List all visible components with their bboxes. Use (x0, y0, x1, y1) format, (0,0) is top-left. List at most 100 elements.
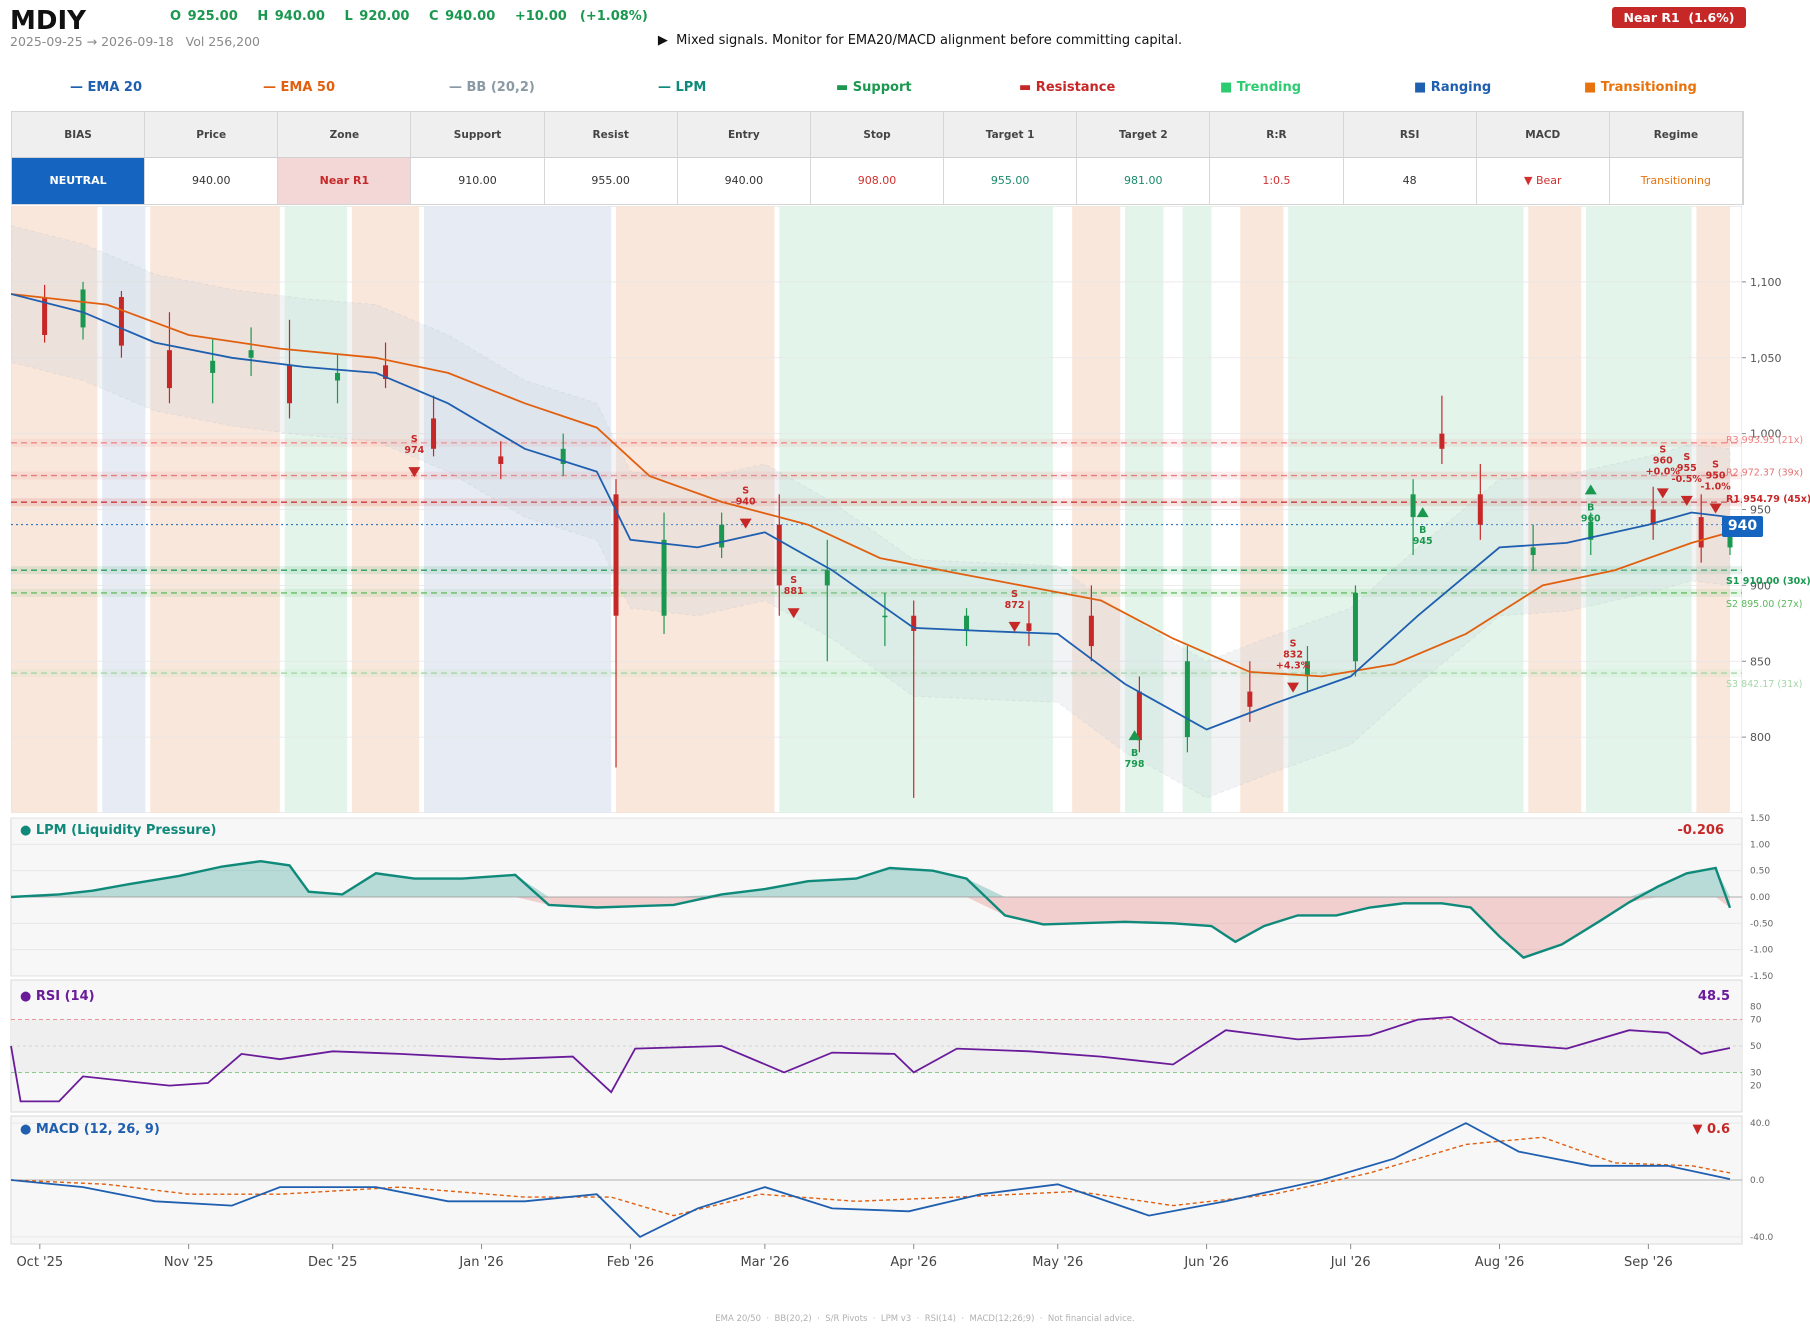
buy-signal-marker (1584, 484, 1597, 495)
rsi-tick-label: 50 (1750, 1042, 1762, 1052)
date-range: 2025-09-25 → 2026-09-18 Vol 256,200 (10, 34, 260, 49)
candle-body (1304, 661, 1310, 677)
lpm-positive-area (11, 861, 1730, 897)
lpm-tick-label: 1.00 (1750, 840, 1770, 850)
macd-title: ● MACD (12, 26, 9) (20, 1122, 160, 1137)
table-value-price: 940.00 (145, 158, 279, 204)
buy-signal-label: 960 (1581, 513, 1601, 524)
candle-body (1588, 521, 1594, 540)
table-header-resist: Resist (544, 112, 678, 158)
sell-signal-marker (1287, 682, 1300, 693)
buy-signal-label: B (1131, 748, 1138, 759)
macd-tick-label: 40.0 (1750, 1119, 1770, 1129)
candle-body (1439, 433, 1445, 449)
table-value-zone: Near R1 (278, 158, 412, 204)
candle-body (824, 570, 830, 586)
candle-body (248, 350, 254, 358)
date-tick-label: Mar '26 (740, 1255, 789, 1270)
candle-body (80, 289, 86, 328)
price-axis: 800 850 900 950 1,000 1,050 1,100 (1742, 276, 1782, 744)
candle-body (383, 365, 389, 379)
candle-body (118, 297, 124, 346)
candle-body (719, 524, 725, 548)
legend-ranging[interactable]: ■ Ranging (1414, 80, 1492, 95)
rsi-title: ● RSI (14) (20, 989, 95, 1004)
chart-legend: — EMA 20 — EMA 50 — BB (20,2) — LPM ▬ Su… (10, 80, 1742, 100)
lpm-negative-area (11, 897, 1730, 958)
ema20-line (11, 293, 1731, 731)
buy-signal-label: 945 (1413, 536, 1433, 547)
macd-tick-label: -40.0 (1750, 1233, 1774, 1243)
signal-message: ▶ Mixed signals. Monitor for EMA20/MACD … (657, 33, 1183, 48)
sell-signal-marker (408, 467, 421, 478)
chart-overlay: R3 993.95 (21x) R2 972.37 (39x) R1 954.79 … (1726, 435, 1810, 690)
candle-body (1247, 691, 1253, 707)
sell-signal-marker (1680, 495, 1693, 506)
legend-trending[interactable]: ■ Trending (1220, 80, 1302, 95)
date-tick-label: Aug '26 (1475, 1255, 1525, 1270)
price-tick-label: 1,000 (1750, 428, 1782, 441)
sell-signal-label: S (1712, 460, 1719, 471)
candle-body (1410, 494, 1416, 518)
sell-signal-label: 832 (1283, 650, 1303, 661)
candle-body (1026, 623, 1032, 631)
candle-body (431, 418, 437, 449)
buy-signal-marker (1128, 730, 1141, 741)
table-value-rsi: 48 (1343, 158, 1477, 204)
table-header-entry: Entry (677, 112, 811, 158)
table-value-target-1: 955.00 (944, 158, 1078, 204)
table-header-r-r: R:R (1210, 112, 1344, 158)
legend-lpm[interactable]: — LPM (658, 80, 707, 95)
ticker-symbol: MDIY (10, 6, 86, 36)
rsi-tick-label: 30 (1750, 1068, 1762, 1078)
macd-panel: -40.0 0.0 40.0 (10, 1115, 1774, 1245)
sell-signal-label: S (1290, 639, 1297, 650)
sell-signal-label: S (1011, 589, 1018, 600)
sr-label: S1 910.00 (30x) (1726, 576, 1810, 587)
buy-signal-label: B (1419, 525, 1426, 536)
buy-signal-label: 798 (1125, 759, 1145, 770)
legend-transitioning[interactable]: ■ Transitioning (1584, 80, 1697, 95)
legend-ema50[interactable]: — EMA 50 (263, 80, 336, 95)
candle-body (613, 494, 619, 616)
summary-table: BIAS NEUTRAL Price 940.00 Zone Near R1 Support… (11, 111, 1744, 205)
candle-body (210, 360, 216, 373)
candle-body (1530, 547, 1536, 556)
price-tag: 940 (1722, 516, 1763, 537)
table-header-rsi: RSI (1343, 112, 1477, 158)
sr-label: R1 954.79 (45x) (1726, 494, 1810, 505)
table-header-stop: Stop (810, 112, 945, 158)
date-tick-label: Jul '26 (1330, 1255, 1371, 1270)
rsi-tick-label: 80 (1750, 1002, 1762, 1012)
sr-label: R3 993.95 (21x) (1726, 435, 1803, 446)
legend-ema20[interactable]: — EMA 20 (70, 80, 143, 95)
candle-body (1698, 517, 1704, 548)
sell-signal-label: S (1683, 452, 1690, 463)
candle-body (498, 456, 504, 464)
lpm-current-value: -0.206 (1677, 823, 1724, 838)
price-tick-label: 800 (1750, 731, 1771, 744)
table-value-bias: NEUTRAL (12, 158, 146, 204)
sell-signal-label: -1.0% (1700, 482, 1731, 493)
candle-body (1352, 592, 1358, 662)
sr-label: S3 842.17 (31x) (1726, 679, 1802, 690)
lpm-tick-label: -1.50 (1750, 972, 1774, 982)
legend-support[interactable]: ▬ Support (836, 80, 912, 95)
sell-signal-marker (787, 608, 800, 619)
macd-signal-line (10, 1136, 1731, 1217)
sell-signal-label: S (790, 575, 797, 586)
sell-signal-marker (1709, 503, 1722, 514)
sell-signal-marker (739, 518, 752, 529)
table-header-support: Support (411, 112, 545, 158)
date-tick-label: Oct '25 (16, 1255, 63, 1270)
table-value-resist: 955.00 (544, 158, 678, 204)
sell-signal-marker (1008, 621, 1021, 632)
legend-resistance[interactable]: ▬ Resistance (1019, 80, 1116, 95)
candle-body (661, 539, 667, 616)
legend-bb[interactable]: — BB (20,2) (449, 80, 535, 95)
table-value-target-2: 981.00 (1077, 158, 1211, 204)
macd-line (10, 1122, 1731, 1238)
sell-signal-label: S (742, 486, 749, 497)
lpm-title: ● LPM (Liquidity Pressure) (20, 823, 217, 838)
price-tick-label: 900 (1750, 579, 1771, 592)
